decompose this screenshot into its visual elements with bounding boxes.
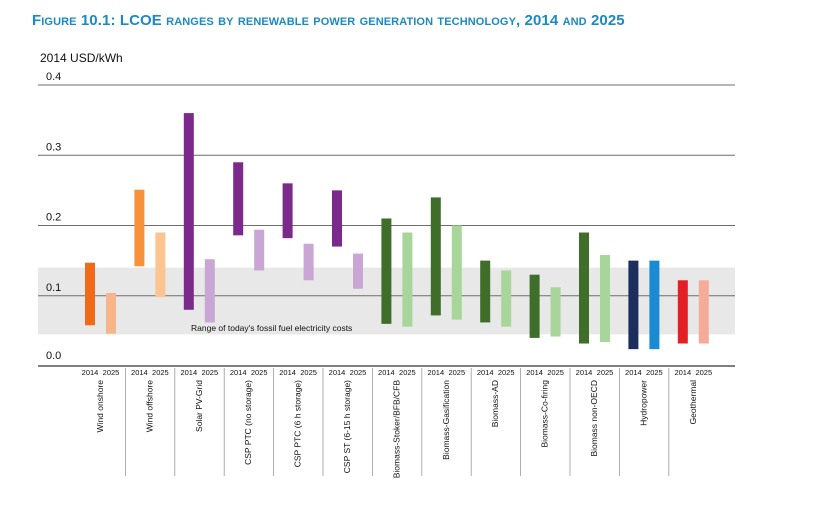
range-bar [183, 113, 194, 310]
range-bar [579, 232, 589, 344]
category-label: Biomass-Gasification [441, 380, 451, 460]
year-label: 2025 [350, 368, 367, 377]
category-label: Biomass non-OECD [589, 380, 599, 457]
range-bar [134, 189, 145, 267]
year-label: 2014 [180, 368, 197, 377]
range-bar [282, 183, 293, 239]
year-label: 2014 [378, 368, 395, 377]
range-bar [381, 218, 392, 324]
year-label: 2014 [329, 368, 346, 377]
range-bar [600, 255, 610, 343]
year-label: 2025 [646, 368, 663, 377]
range-bar [550, 287, 561, 337]
year-label: 2025 [547, 368, 564, 377]
range-bar [677, 280, 688, 344]
chart-title: Figure 10.1: LCOE ranges by renewable po… [32, 12, 625, 29]
category-label: CSP PTC (6 h storage) [293, 380, 303, 467]
year-label: 2025 [201, 368, 218, 377]
year-label: 2014 [674, 368, 691, 377]
category-label: Geothermal [688, 380, 698, 425]
range-bar [649, 260, 660, 350]
range-bar [106, 292, 116, 334]
range-bar [332, 190, 342, 247]
y-tick-label: 0.0 [46, 350, 61, 362]
category-label: Wind onshore [95, 380, 105, 433]
y-axis-label: 2014 USD/kWh [40, 51, 123, 65]
year-label: 2014 [477, 368, 494, 377]
y-tick-label: 0.4 [46, 71, 61, 83]
year-label: 2025 [300, 368, 317, 377]
range-bar [628, 260, 639, 350]
range-bar [501, 270, 512, 327]
y-tick-label: 0.2 [46, 212, 61, 224]
category-label: CSP PTC (no storage) [243, 380, 253, 465]
category-label: Biomass-Co-firing [540, 380, 550, 448]
range-bar [529, 274, 540, 338]
range-bar [155, 232, 166, 298]
range-bar [353, 253, 363, 289]
category-label: Biomass-AD [490, 380, 500, 427]
year-label: 2014 [82, 368, 99, 377]
category-label: CSP ST (6-15 h storage) [342, 380, 352, 473]
range-bar [451, 225, 462, 320]
range-bar [480, 260, 491, 323]
year-label: 2025 [695, 368, 712, 377]
category-label: Solar PV-Grid [194, 380, 204, 432]
year-label: 2025 [152, 368, 169, 377]
year-label: 2014 [427, 368, 444, 377]
y-tick-label: 0.3 [46, 141, 61, 153]
range-bar [254, 229, 265, 271]
year-label: 2025 [448, 368, 465, 377]
year-label: 2014 [625, 368, 642, 377]
year-label: 2014 [131, 368, 148, 377]
category-label: Hydropower [638, 380, 648, 426]
range-bar [204, 259, 215, 323]
year-label: 2014 [279, 368, 296, 377]
range-bar [303, 243, 314, 281]
y-tick-label: 0.1 [46, 282, 61, 294]
year-label: 2025 [498, 368, 515, 377]
year-label: 2025 [399, 368, 416, 377]
year-label: 2025 [251, 368, 268, 377]
year-label: 2014 [230, 368, 247, 377]
category-label: Wind offshore [144, 380, 154, 433]
year-label: 2014 [526, 368, 543, 377]
range-bar [85, 262, 95, 326]
range-bar [233, 162, 244, 236]
year-label: 2025 [103, 368, 120, 377]
year-label: 2025 [597, 368, 614, 377]
fossil-fuel-band-label: Range of today's fossil fuel electricity… [191, 323, 352, 333]
range-bar [698, 280, 709, 344]
year-label: 2014 [576, 368, 593, 377]
range-bar [430, 197, 441, 316]
category-label: Biomass-Stoker/BFB/CFB [391, 380, 401, 479]
range-bar [402, 232, 413, 327]
